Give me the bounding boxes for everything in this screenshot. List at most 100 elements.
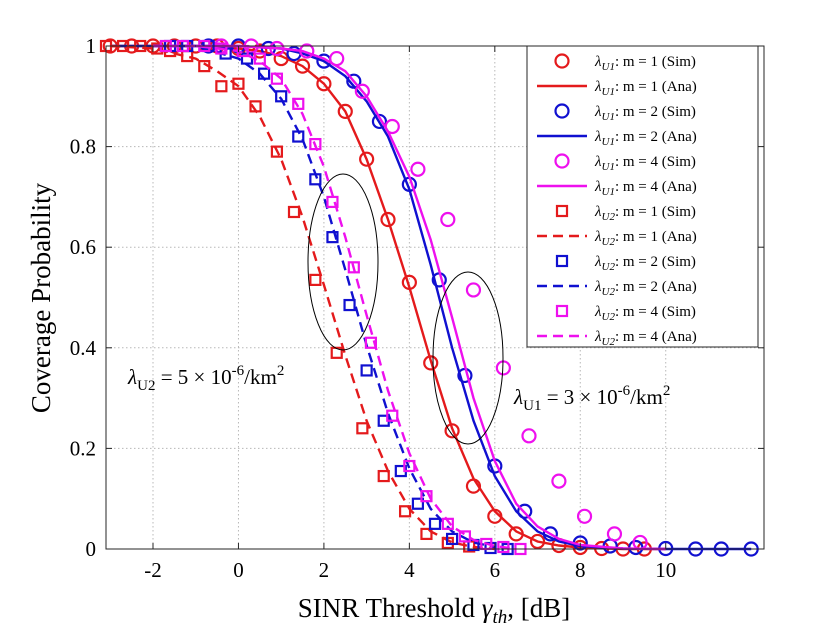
legend-label-lambda: λ	[594, 179, 602, 195]
annotation-u2-unit: /km	[244, 365, 277, 389]
legend-label-rest: : m = 4 (Ana)	[615, 329, 697, 345]
data-point-square	[420, 490, 433, 503]
data-point-square	[356, 422, 369, 435]
u1-group-ellipse	[432, 271, 504, 445]
legend-label-lambda: λ	[594, 279, 602, 295]
data-point-circle	[551, 473, 567, 489]
data-point-circle	[440, 211, 456, 228]
legend-label: λU2: m = 1 (Ana)	[594, 229, 697, 248]
legend-label-sub: U1	[602, 111, 615, 123]
x-axis-label: SINR Threshold γth, [dB]	[298, 593, 570, 628]
data-point-square	[411, 497, 425, 510]
x-tick-label: 4	[404, 558, 415, 582]
legend-label-sub: U2	[602, 211, 616, 223]
data-point-square	[420, 527, 433, 541]
data-point-square	[458, 530, 472, 543]
legend-entry: λU1: m = 2 (Ana)	[537, 129, 697, 148]
x-tick-label: 10	[655, 558, 676, 582]
x-axis-label-sub: th	[492, 607, 507, 628]
legend-entry: λU2: m = 4 (Ana)	[537, 329, 697, 348]
legend-entry: λU1: m = 4 (Sim)	[554, 153, 696, 173]
data-point-square	[343, 298, 356, 312]
legend-label-sub: U1	[602, 61, 615, 73]
series-group	[110, 44, 666, 551]
legend-label-lambda: λ	[594, 54, 602, 70]
annotation-u2-exp2: 2	[277, 363, 285, 379]
legend-circle-swatch	[554, 103, 570, 119]
data-point-circle	[337, 103, 353, 119]
legend-entry: λU2: m = 1 (Ana)	[537, 229, 697, 248]
legend-entry: λU1: m = 4 (Ana)	[537, 179, 697, 198]
x-tick-label: 0	[233, 558, 244, 582]
legend-square-swatch	[555, 204, 569, 218]
legend-label-lambda: λ	[594, 304, 602, 320]
legend-label-sub: U1	[602, 186, 615, 198]
legend-label-rest: : m = 4 (Sim)	[615, 304, 696, 320]
legend-label-lambda: λ	[594, 229, 602, 245]
legend-entry: λU2: m = 1 (Sim)	[555, 204, 696, 223]
data-point-square	[360, 364, 373, 377]
legend-label-lambda: λ	[594, 129, 602, 145]
data-point-circle	[294, 58, 311, 74]
x-tick-label: 6	[490, 558, 501, 582]
legend-label: λU1: m = 2 (Ana)	[594, 129, 697, 148]
legend-label: λU1: m = 2 (Sim)	[594, 104, 696, 123]
data-point-square	[287, 205, 301, 219]
series-line	[153, 44, 496, 549]
data-point-square	[270, 145, 284, 158]
legend-entry: λU2: m = 2 (Sim)	[555, 254, 696, 273]
legend-label-rest: : m = 1 (Sim)	[615, 54, 696, 70]
y-tick-label: 0.4	[70, 336, 97, 360]
series-line	[195, 44, 666, 551]
legend-label: λU2: m = 4 (Sim)	[594, 304, 696, 323]
series-group	[153, 44, 517, 551]
legend-label-sub: U1	[602, 86, 615, 98]
data-point-square	[445, 532, 459, 546]
data-point-square	[309, 137, 322, 151]
series-group	[153, 44, 496, 549]
u2-group-ellipse	[307, 173, 379, 351]
legend-entry: λU1: m = 1 (Sim)	[554, 53, 696, 73]
annotation-u2-sub: U2	[137, 378, 155, 394]
ticks: -2 0 2 4 6 8 10 0 0.2 0.4 0.6 0.8 1	[70, 34, 764, 582]
legend-label-sub: U1	[602, 161, 615, 173]
annotation-u1-exp: -6	[618, 383, 631, 399]
data-point-square	[428, 517, 442, 530]
legend-label-lambda: λ	[594, 254, 602, 270]
legend-box	[526, 45, 759, 348]
y-tick-label: 0.2	[70, 436, 96, 460]
legend-square-swatch	[555, 254, 569, 268]
legend-label-lambda: λ	[594, 154, 602, 170]
legend-label-rest: : m = 1 (Sim)	[615, 204, 696, 220]
y-axis-label: Coverage Probability	[26, 182, 56, 413]
y-tick-label: 0.8	[70, 135, 96, 159]
data-point-circle	[359, 151, 375, 167]
data-point-square	[441, 517, 454, 530]
annotation-u1-exp2: 2	[663, 383, 671, 399]
data-point-circle	[606, 526, 623, 542]
annotation-u1-rest: = 3 × 10	[541, 385, 617, 409]
data-point-circle	[529, 533, 546, 550]
legend-label-rest: : m = 4 (Ana)	[615, 179, 697, 195]
legend-label: λU1: m = 4 (Ana)	[594, 179, 697, 198]
data-point-square	[364, 336, 378, 349]
series-group	[195, 44, 666, 551]
x-tick-label: 8	[575, 558, 586, 582]
legend-label: λU2: m = 2 (Sim)	[594, 254, 696, 273]
series-line	[110, 44, 495, 551]
x-axis-label-main: SINR Threshold	[298, 593, 482, 623]
data-point-square	[292, 97, 305, 110]
legend-label: λU1: m = 4 (Sim)	[594, 154, 696, 173]
legend-label-rest: : m = 4 (Sim)	[615, 154, 696, 170]
annotation-u1-sub: U1	[523, 398, 541, 414]
legend-label: λU2: m = 4 (Ana)	[594, 329, 697, 348]
legend-label-lambda: λ	[594, 79, 602, 95]
legend-label: λU2: m = 1 (Sim)	[594, 204, 696, 223]
data-point-circle	[576, 508, 593, 524]
legend-label-sub: U2	[602, 236, 616, 248]
legend-circle-swatch	[554, 153, 570, 169]
legend-label-lambda: λ	[594, 329, 602, 345]
legend-label: λU1: m = 1 (Sim)	[594, 54, 696, 73]
data-point-circle	[521, 428, 537, 444]
